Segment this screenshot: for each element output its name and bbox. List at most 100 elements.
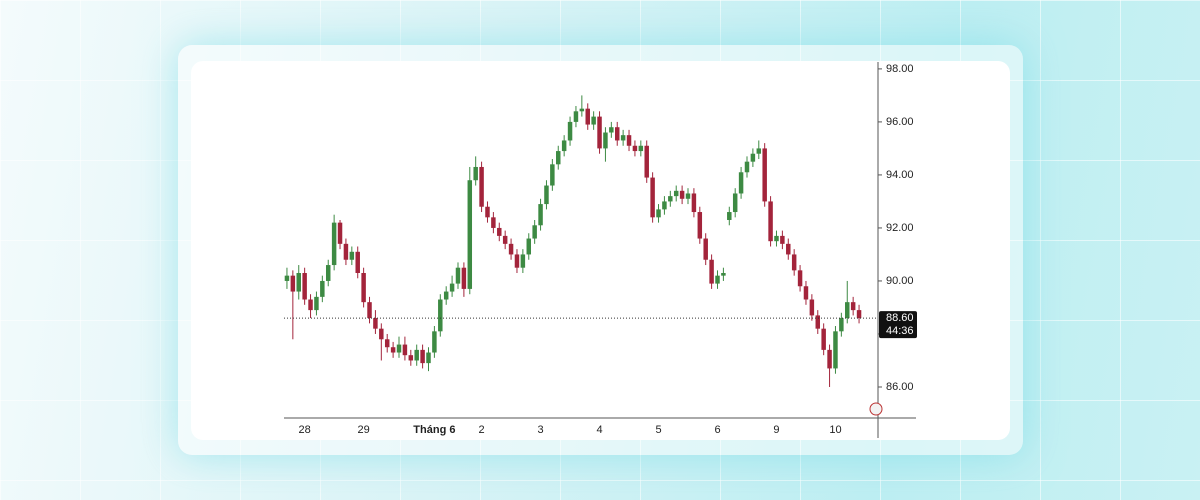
candle-body — [650, 177, 655, 218]
candle-body — [614, 127, 620, 141]
candle-body — [308, 299, 313, 311]
candle-body — [390, 347, 396, 353]
candle-body — [603, 132, 608, 149]
candle-body — [697, 212, 703, 239]
candle-body — [443, 291, 449, 300]
candle-body — [727, 212, 732, 220]
candle-body — [290, 275, 296, 292]
candle-body — [514, 254, 520, 268]
candle-body — [467, 180, 473, 289]
last-price-label: 88.60 — [886, 312, 914, 324]
candle-body — [668, 196, 673, 202]
candle-body — [585, 108, 590, 125]
candle-body — [809, 299, 815, 316]
candle-body — [709, 259, 714, 284]
candle-body — [738, 172, 744, 194]
candle-body — [526, 238, 532, 255]
candle-body — [314, 296, 319, 311]
candle-body — [532, 225, 537, 239]
candle-body — [774, 235, 779, 242]
candle-body — [337, 222, 343, 244]
candle-body — [461, 267, 467, 289]
candle-body — [579, 108, 585, 112]
candle-body — [768, 201, 773, 242]
candle-body — [662, 201, 667, 210]
candle-body — [508, 243, 514, 255]
candle-body — [632, 145, 638, 152]
candle-body — [573, 111, 579, 122]
x-tick-label: 6 — [714, 424, 720, 436]
candle-body — [750, 153, 756, 162]
candle-body — [756, 148, 762, 154]
candle-body — [839, 318, 844, 332]
candle-body — [502, 235, 508, 244]
candle-body — [685, 193, 691, 199]
candle-body — [449, 283, 455, 292]
x-tick-label: 4 — [596, 424, 602, 436]
candle-body — [479, 166, 484, 207]
candle-body — [544, 185, 549, 205]
x-tick-label: 29 — [357, 424, 369, 436]
candle-body — [349, 251, 355, 260]
candle-body — [786, 243, 791, 255]
candle-body — [455, 267, 461, 284]
candle-body — [679, 190, 685, 199]
y-tick-label: 86.00 — [886, 381, 914, 393]
candle-body — [567, 121, 573, 141]
candle-body — [320, 280, 325, 297]
x-tick-label: 5 — [655, 424, 661, 436]
countdown: 44:36 — [886, 325, 914, 337]
candle-body — [815, 315, 821, 329]
candle-body — [591, 116, 596, 125]
y-tick-label: 94.00 — [886, 169, 914, 181]
x-tick-label: 28 — [299, 424, 311, 436]
candle-body — [379, 328, 384, 340]
candle-body — [744, 161, 750, 173]
candle-body — [384, 339, 390, 348]
candle-body — [396, 344, 402, 353]
candle-body — [432, 331, 437, 353]
x-tick-label: 2 — [479, 424, 485, 436]
candle-body — [827, 349, 832, 369]
candle-body — [626, 135, 632, 146]
candle-body — [373, 318, 378, 329]
candle-body — [402, 344, 408, 356]
candle-body — [491, 217, 496, 228]
candle-body — [821, 328, 826, 350]
candle-body — [597, 116, 602, 149]
candle-body — [620, 135, 626, 141]
candle-body — [302, 273, 307, 300]
x-tick-label: 10 — [829, 424, 841, 436]
candle-body — [833, 331, 838, 369]
candle-body — [485, 206, 490, 218]
candle-body — [361, 273, 366, 303]
candle-body — [331, 222, 337, 266]
candle-body — [856, 310, 862, 319]
candle-body — [762, 148, 767, 202]
candle-body — [343, 243, 349, 260]
candle-body — [420, 349, 425, 364]
candle-body — [644, 145, 649, 178]
candle-body — [520, 254, 526, 268]
candle-body — [355, 251, 360, 274]
candle-body — [797, 270, 803, 287]
candle-body — [691, 193, 697, 213]
candle-body — [325, 265, 331, 281]
flag-icon[interactable] — [869, 402, 883, 416]
candle-body — [803, 286, 809, 300]
candle-body — [703, 238, 708, 260]
candle-body — [284, 275, 290, 281]
x-tick-label: Tháng 6 — [413, 424, 455, 436]
candle-body — [673, 190, 679, 197]
candle-body — [296, 273, 301, 292]
candle-body — [721, 273, 726, 276]
candle-body — [497, 227, 502, 236]
y-tick-label: 92.00 — [886, 222, 914, 234]
candle-body — [609, 127, 614, 133]
candle-body — [845, 302, 850, 319]
y-tick-label: 96.00 — [886, 116, 914, 128]
candle-body — [656, 209, 661, 218]
candle-body — [538, 204, 543, 226]
candle-body — [426, 352, 431, 364]
